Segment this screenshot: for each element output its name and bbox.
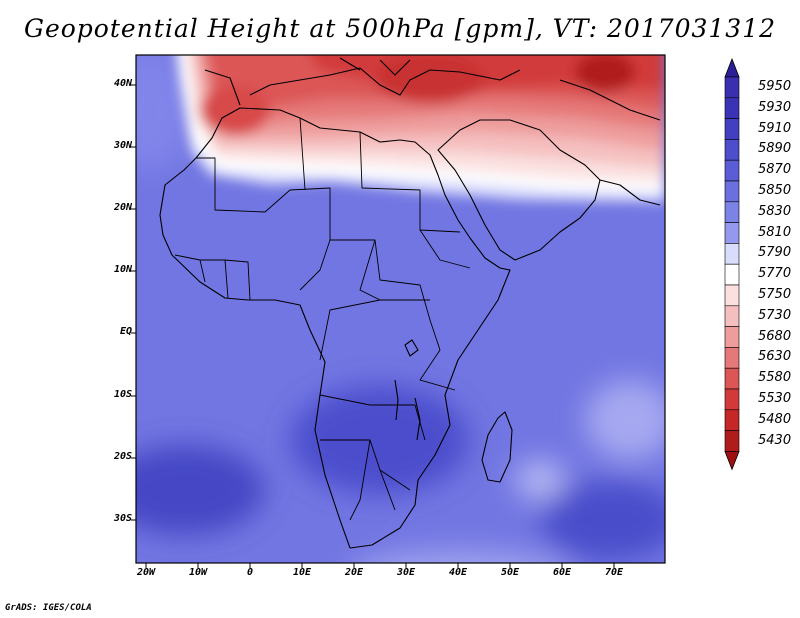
lon-tick-label: 40E: [448, 567, 468, 578]
field-south-light: [363, 550, 557, 563]
lon-tick-label: 60E: [552, 567, 572, 578]
colorbar-level-label: 5950: [758, 79, 792, 94]
colorbar-level-label: 5830: [758, 203, 792, 219]
colorbar-swatch: [724, 388, 740, 411]
field-indian-light: [585, 380, 665, 460]
colorbar-level-label: 5810: [758, 224, 792, 240]
colorbar-swatch: [724, 118, 740, 140]
colorbar-level-label: 5630: [758, 349, 792, 365]
colorbar-swatch: [724, 284, 740, 307]
chart-title: Geopotential Height at 500hPa [gpm], VT:…: [23, 14, 777, 43]
lat-tick-label: EQ: [119, 326, 132, 337]
lon-tick-label: 10W: [188, 567, 208, 578]
plot-frame: [135, 54, 666, 564]
colorbar-swatch: [724, 222, 740, 244]
low-iran: [575, 55, 635, 92]
country-borders: [174, 117, 471, 521]
field-nw-atlantic: [136, 55, 190, 170]
colorbar-swatch: [724, 139, 740, 161]
colorbar-swatch: [724, 201, 740, 223]
grads-credit: GrADS: IGES/COLA: [5, 603, 92, 613]
colorbar-level-label: 5680: [758, 328, 792, 344]
colorbar-swatch: [724, 159, 740, 182]
field-mozambique-light: [515, 460, 565, 500]
colorbar-level-label: 5790: [758, 245, 792, 261]
lat-tick-label: 20S: [113, 451, 132, 462]
lon-tick-label: 70E: [604, 567, 624, 578]
colorbar-level-label: 5910: [758, 120, 792, 136]
colorbar-swatch: [724, 305, 740, 327]
colorbar-bottom-arrow: [724, 450, 740, 471]
colorbar-swatch: [724, 367, 740, 390]
asia-coast: [559, 79, 661, 206]
lon-tick-label: 10E: [292, 567, 312, 578]
colorbar-level-label: 5850: [758, 183, 792, 198]
colorbar-level-label: 5870: [758, 162, 792, 178]
madagascar: [481, 411, 513, 483]
field-s-africa-high: [290, 385, 470, 495]
lat-tick-label: 40N: [113, 78, 132, 89]
colorbar-level-label: 5890: [758, 141, 792, 157]
lakes: [394, 339, 421, 441]
colorbar-swatch: [724, 180, 740, 203]
colorbar-swatch: [724, 76, 740, 99]
colorbar-swatch: [724, 326, 740, 348]
arabia-coastline: [437, 119, 601, 261]
colorbar-level-label: 5430: [758, 432, 792, 448]
europe-coastline: [204, 57, 521, 106]
low-morocco: [200, 85, 270, 135]
colorbar-swatch: [724, 430, 740, 452]
field-s-indian-high: [540, 480, 665, 560]
colorbar-level-label: 5580: [758, 370, 792, 386]
colorbar-level-label: 5530: [758, 391, 792, 406]
low-turkey: [375, 55, 485, 103]
colorbar-level-label: 5750: [758, 287, 792, 302]
colorbar-level-label: 5770: [758, 266, 792, 282]
colorbar-swatch: [724, 263, 740, 286]
colorbar-swatch: [724, 97, 740, 119]
lat-tick-label: 10N: [113, 264, 132, 275]
lon-tick-label: 0: [246, 567, 254, 578]
field-s-atlantic-high: [136, 445, 265, 535]
colorbar-swatch: [724, 243, 740, 265]
lat-tick-label: 20N: [113, 202, 132, 213]
africa-coastline: [159, 107, 511, 549]
colorbar-level-label: 5480: [758, 411, 792, 427]
lat-tick-label: 10S: [113, 389, 132, 400]
colorbar-level-label: 5730: [758, 307, 792, 323]
colorbar-level-label: 5930: [758, 99, 792, 115]
lat-tick-label: 30N: [113, 140, 132, 151]
lon-tick-label: 20E: [344, 567, 364, 578]
lon-tick-label: 30E: [396, 567, 416, 578]
colorbar-swatch: [724, 347, 740, 369]
colorbar-swatch: [724, 409, 740, 431]
lon-tick-label: 50E: [500, 567, 520, 578]
colorbar-top-arrow: [724, 57, 740, 78]
lat-tick-label: 30S: [113, 513, 132, 524]
lon-tick-label: 20W: [136, 567, 156, 578]
